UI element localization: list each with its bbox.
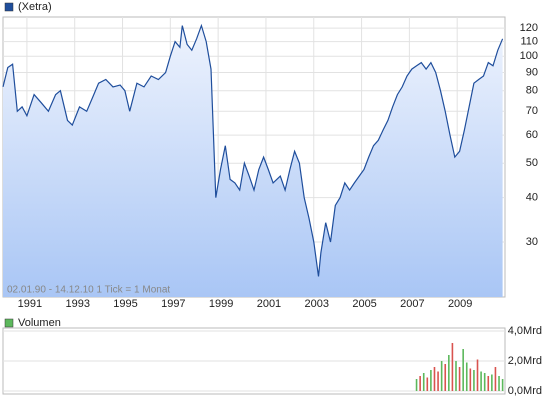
y-tick-label: 0,0Mrd — [508, 385, 542, 397]
volume-bar — [440, 361, 443, 391]
x-tick-label: 1995 — [113, 298, 137, 310]
y-tick-label: 100 — [520, 50, 538, 62]
x-tick-label: 2007 — [400, 298, 424, 310]
x-tick-label: 2003 — [305, 298, 329, 310]
y-tick-label: 40 — [526, 192, 538, 204]
x-tick-label: 1993 — [65, 298, 89, 310]
x-tick-label: 2005 — [352, 298, 376, 310]
line — [2, 23, 504, 277]
y-tick-label: 90 — [526, 66, 538, 78]
volume-bar — [437, 371, 439, 391]
y-tick-label: 120 — [520, 22, 538, 34]
area — [3, 25, 503, 297]
y-tick-label: 70 — [526, 105, 538, 117]
y-tick-label: 60 — [526, 129, 538, 141]
legend-label: Volumen — [18, 317, 61, 329]
volume-bar — [501, 379, 504, 391]
y-tick-label: 2,0Mrd — [508, 355, 542, 367]
y-tick-label: 110 — [520, 35, 538, 47]
volume-bar — [462, 349, 464, 391]
volume-bar — [487, 376, 490, 391]
volume-bar — [419, 376, 421, 391]
volume-bar — [498, 376, 500, 391]
volume-bar — [476, 359, 479, 391]
volume-bar — [455, 361, 457, 391]
volume-bar — [473, 370, 475, 391]
y-tick-label: 80 — [526, 85, 538, 97]
volume-bar — [448, 355, 450, 391]
volume-bar — [494, 367, 497, 391]
volume-bar — [422, 373, 425, 391]
volume-bar — [465, 362, 468, 391]
annotation: 02.01.90 - 14.12.10 1 Tick = 1 Monat — [7, 285, 170, 296]
volume-bar — [433, 367, 436, 391]
volume-bar — [458, 367, 461, 391]
volume-bar — [480, 371, 482, 391]
legend-swatch — [4, 2, 14, 12]
y-tick-label: 50 — [526, 157, 538, 169]
x-tick-label: 2001 — [257, 298, 281, 310]
x-tick-label: 1999 — [209, 298, 233, 310]
x-tick-label: 1991 — [18, 298, 42, 310]
legend-label: (Xetra) — [18, 1, 52, 13]
legend-swatch — [4, 318, 14, 328]
volume-bar — [451, 343, 454, 391]
x-tick-label: 2009 — [448, 298, 472, 310]
volume-bar — [483, 373, 486, 391]
volume-bar — [444, 364, 447, 391]
volume-bar — [415, 379, 418, 391]
x-tick-label: 1997 — [161, 298, 185, 310]
volume-bar — [430, 370, 432, 391]
volume-bar — [469, 368, 472, 391]
volume-bar — [426, 377, 429, 391]
y-tick-label: 30 — [526, 236, 538, 248]
y-tick-label: 4,0Mrd — [508, 325, 542, 337]
volume-bar — [491, 374, 493, 391]
